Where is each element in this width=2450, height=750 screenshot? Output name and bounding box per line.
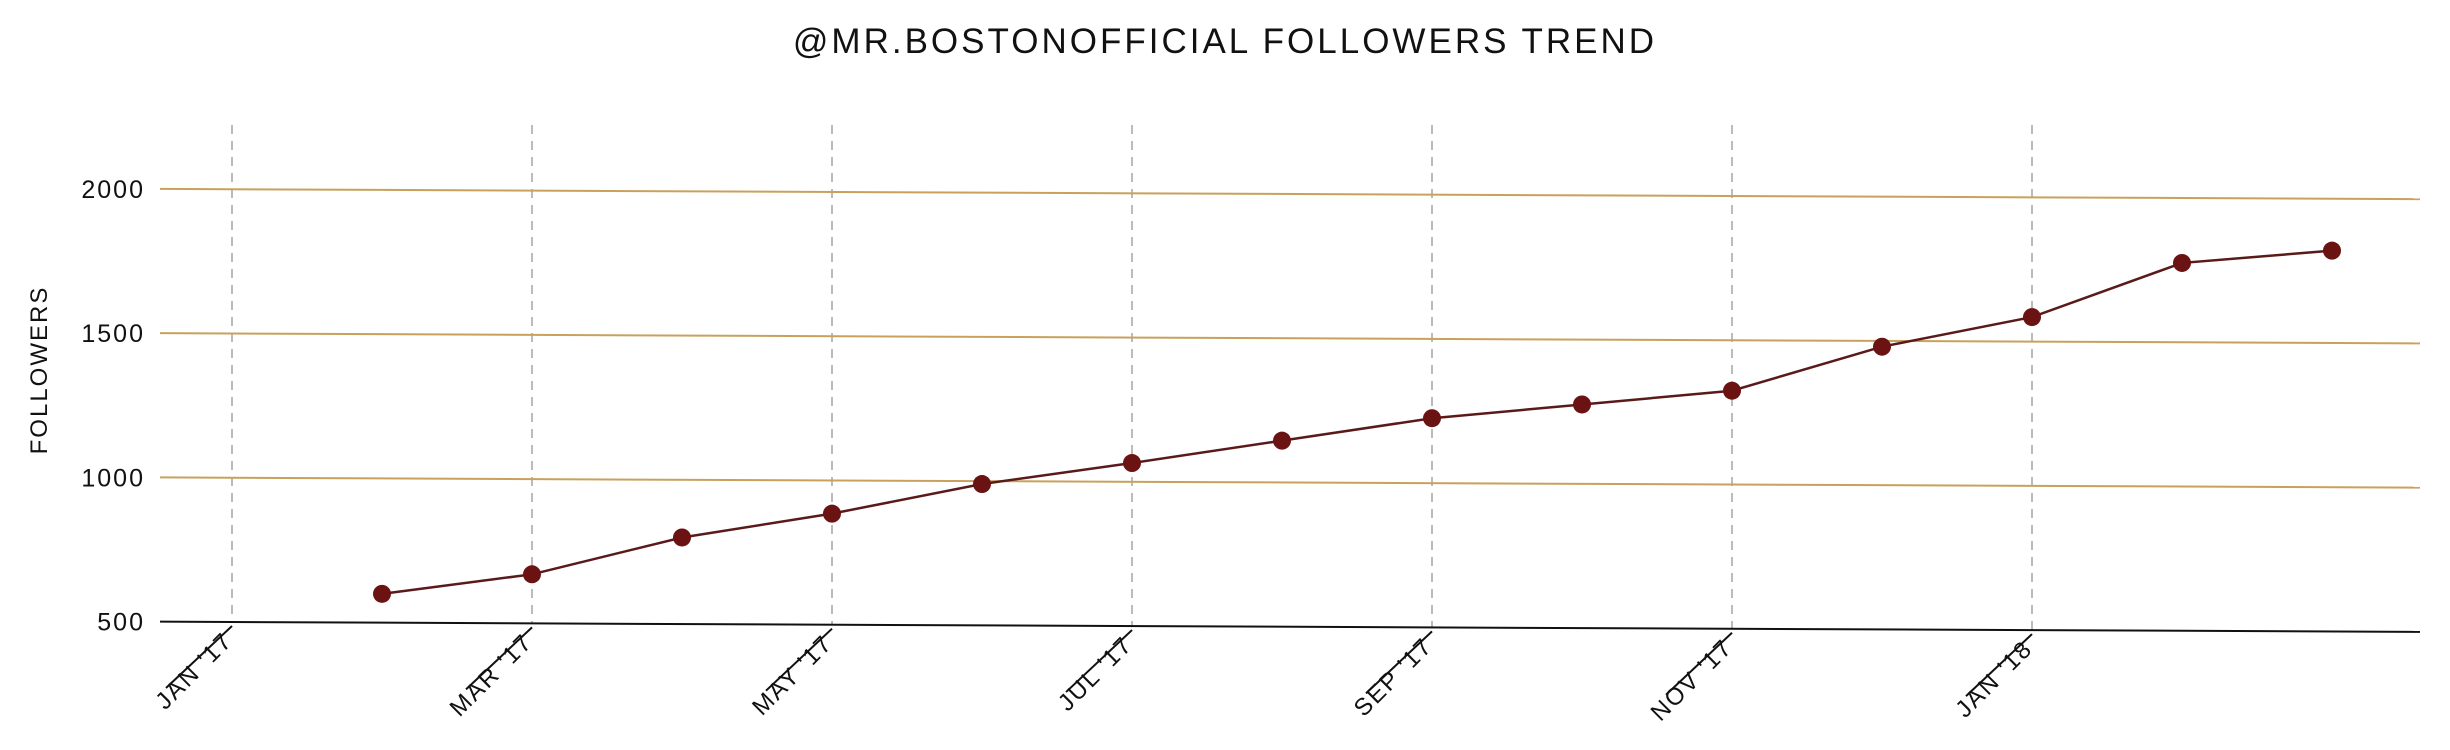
x-tick-label: MAY '17 xyxy=(747,630,838,721)
y-tick-label: 1500 xyxy=(81,320,145,348)
x-tick-mark xyxy=(465,626,533,691)
series-followers xyxy=(373,241,2341,603)
data-point xyxy=(523,565,541,584)
data-point xyxy=(373,584,391,603)
horizontal-gridline xyxy=(159,187,2421,201)
data-point xyxy=(1273,431,1291,450)
x-tick-mark xyxy=(1965,633,2033,697)
y-axis-ticks: 2000 1500 1000 500 xyxy=(81,176,145,637)
data-point xyxy=(1723,381,1741,400)
chart-title: @MR.BOSTONOFFICIAL FOLLOWERS TREND xyxy=(792,22,1658,61)
x-tick-label: JUL '17 xyxy=(1053,631,1138,716)
x-tick-mark xyxy=(1365,630,1433,695)
data-point xyxy=(2173,253,2191,272)
data-point xyxy=(1573,395,1591,414)
x-axis-line xyxy=(159,620,2421,633)
data-point xyxy=(1873,337,1891,356)
horizontal-gridline xyxy=(159,332,2421,345)
x-axis-ticks: JAN '17 MAR '17 MAY '17 JUL '17 SEP '17 NOV '… xyxy=(150,625,2038,727)
data-point xyxy=(2023,308,2041,327)
x-tick-label: NOV '17 xyxy=(1646,634,1739,727)
x-tick-label: MAR '17 xyxy=(445,629,539,723)
vertical-gridlines xyxy=(231,125,2033,631)
x-tick-label: SEP '17 xyxy=(1349,633,1438,722)
data-point xyxy=(2323,241,2341,260)
series-line xyxy=(381,249,2333,596)
y-tick-label: 2000 xyxy=(81,176,145,204)
x-tick-mark xyxy=(765,627,833,692)
x-tick-mark xyxy=(1065,629,1133,693)
horizontal-gridline xyxy=(159,476,2421,489)
data-point xyxy=(1423,409,1441,428)
horizontal-gridlines xyxy=(159,187,2421,489)
x-tick-label: JAN '18 xyxy=(1950,635,2038,723)
data-point xyxy=(823,504,841,523)
data-point xyxy=(1123,454,1141,473)
x-axis xyxy=(159,620,2421,633)
y-tick-label: 1000 xyxy=(81,464,145,492)
x-tick-mark xyxy=(1665,632,1733,696)
y-tick-label: 500 xyxy=(97,609,145,637)
x-tick-mark xyxy=(165,625,233,689)
x-tick-label: JAN '17 xyxy=(150,627,238,715)
data-point xyxy=(973,475,991,494)
data-point xyxy=(673,528,691,547)
